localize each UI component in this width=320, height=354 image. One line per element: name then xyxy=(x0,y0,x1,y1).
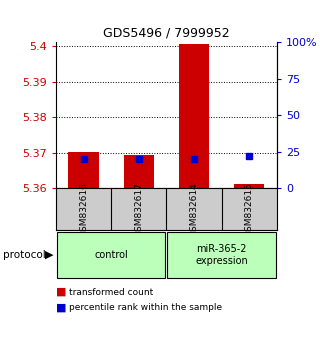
Text: GSM832615: GSM832615 xyxy=(245,182,254,237)
Title: GDS5496 / 7999952: GDS5496 / 7999952 xyxy=(103,27,230,40)
Text: transformed count: transformed count xyxy=(69,287,153,297)
Text: GSM832616: GSM832616 xyxy=(79,182,88,237)
Bar xyxy=(68,153,99,188)
Text: GSM832614: GSM832614 xyxy=(189,182,198,236)
Text: ■: ■ xyxy=(56,303,67,313)
Text: ■: ■ xyxy=(56,287,67,297)
Text: percentile rank within the sample: percentile rank within the sample xyxy=(69,303,222,313)
Bar xyxy=(124,155,154,188)
Bar xyxy=(179,44,209,188)
Text: GSM832617: GSM832617 xyxy=(134,182,143,237)
Text: miR-365-2
expression: miR-365-2 expression xyxy=(195,244,248,266)
Bar xyxy=(234,184,264,188)
Text: control: control xyxy=(94,250,128,260)
Text: protocol: protocol xyxy=(3,250,46,260)
Text: ▶: ▶ xyxy=(45,250,54,260)
